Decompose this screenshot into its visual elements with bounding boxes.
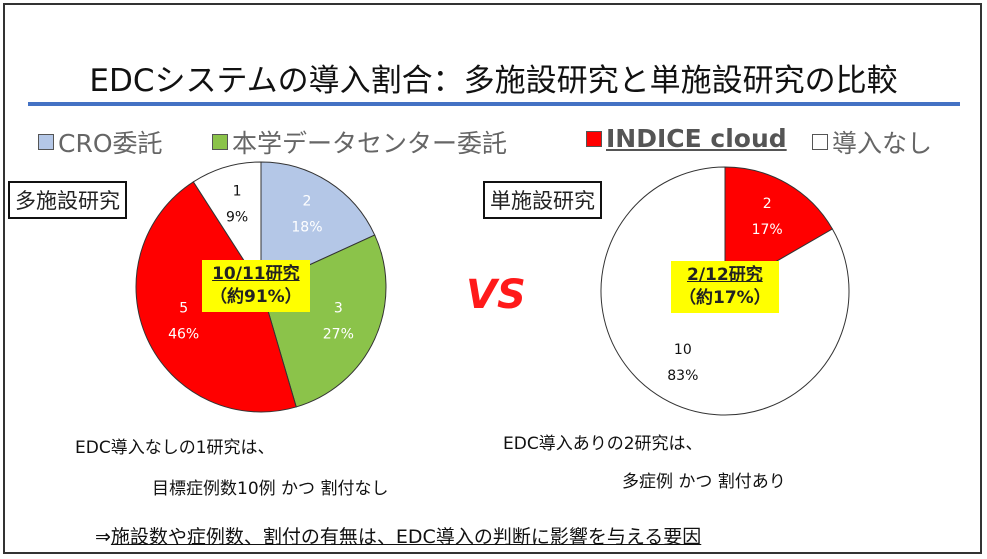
callout-line1: 10/11研究 — [212, 264, 300, 284]
slice-percent-label: 17% — [752, 222, 783, 238]
vs-label: VS — [466, 272, 526, 318]
pie-slice — [724, 166, 834, 292]
callout-line2: （約91%） — [210, 287, 302, 307]
pie-slice — [260, 161, 376, 288]
legend-swatch — [812, 134, 828, 150]
slice-value-label: 3 — [334, 300, 343, 316]
slice-percent-label: 27% — [323, 326, 354, 342]
pie-slice — [192, 161, 262, 289]
slice-value-label: 2 — [763, 196, 772, 212]
legend-swatch — [586, 130, 602, 147]
single-site-label: 単施設研究 — [483, 181, 602, 219]
legend-label: INDICE cloud — [606, 124, 787, 153]
callout-line2: （約17%） — [679, 288, 771, 308]
legend-swatch — [212, 134, 228, 150]
slice-value-label: 2 — [302, 193, 311, 209]
title-divider — [28, 102, 960, 106]
slice-percent-label: 83% — [667, 368, 698, 384]
legend-label: 導入なし — [832, 129, 933, 158]
slice-value-label: 5 — [179, 300, 188, 316]
legend-none: 導入なし — [812, 124, 932, 160]
legend-swatch — [38, 134, 54, 150]
slice-percent-label: 9% — [226, 209, 248, 225]
note-right-1: EDC導入ありの2研究は、 — [503, 434, 703, 454]
single-site-callout: 2/12研究 （約17%） — [671, 261, 779, 313]
legend-datacenter: 本学データセンター委託 — [212, 124, 507, 160]
legend-indice: INDICE cloud — [586, 124, 787, 153]
multi-site-label: 多施設研究 — [8, 181, 127, 219]
slice-value-label: 1 — [233, 183, 242, 199]
slice-percent-label: 18% — [291, 219, 322, 235]
legend-label: 本学データセンター委託 — [232, 129, 508, 158]
note-left-2: 目標症例数10例 かつ 割付なし — [152, 479, 389, 499]
legend-label: CRO委託 — [58, 129, 163, 158]
slice-value-label: 10 — [674, 342, 692, 358]
arrow: ⇒ — [95, 526, 111, 548]
slide-title: EDCシステムの導入割合：多施設研究と単施設研究の比較 — [89, 63, 898, 99]
note-right-2: 多症例 かつ 割付あり — [622, 472, 786, 492]
conclusion-text: 施設数や症例数、割付の有無は、EDC導入の判断に影響を与える要因 — [110, 526, 702, 548]
conclusion: ⇒施設数や症例数、割付の有無は、EDC導入の判断に影響を与える要因 — [95, 522, 701, 549]
legend-cro: CRO委託 — [38, 124, 163, 160]
callout-line1: 2/12研究 — [687, 265, 763, 285]
note-left-1: EDC導入なしの1研究は、 — [75, 438, 275, 458]
slice-percent-label: 46% — [168, 326, 199, 342]
multi-site-callout: 10/11研究 （約91%） — [202, 260, 310, 312]
